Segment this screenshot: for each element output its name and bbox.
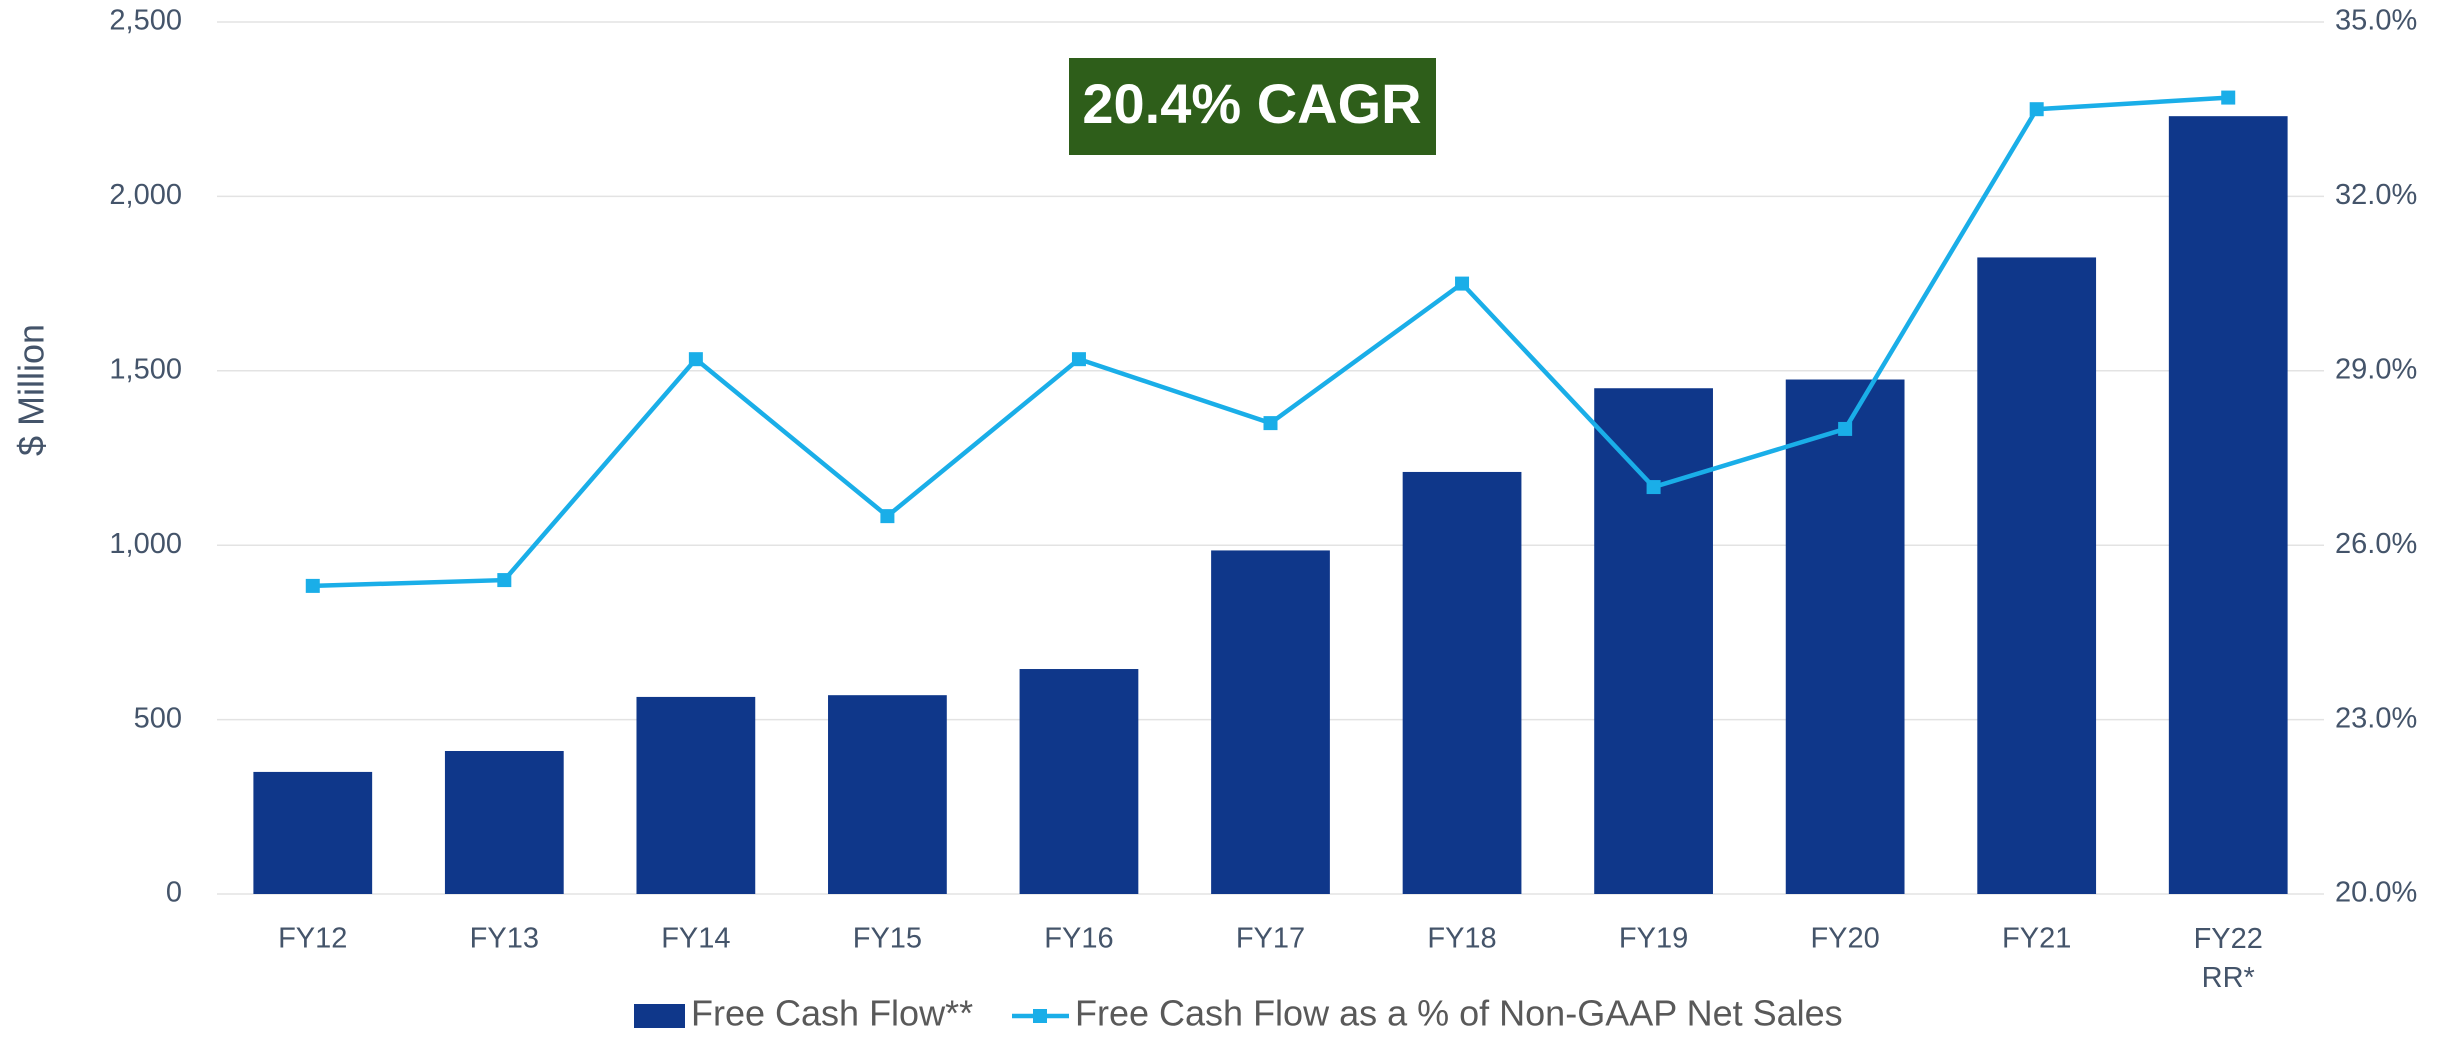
y2-tick-label: 26.0%: [2335, 528, 2417, 560]
x-tick-label: FY16: [1044, 923, 1113, 955]
legend-label: Free Cash Flow**: [691, 993, 973, 1034]
line-marker: [688, 352, 703, 367]
line-marker: [1071, 352, 1086, 367]
line-marker: [1646, 480, 1661, 495]
bar: [1211, 550, 1330, 894]
bar: [2168, 116, 2288, 894]
line-marker: [1838, 421, 1853, 436]
y2-tick-label: 29.0%: [2335, 353, 2417, 385]
x-tick-label: FY21: [2002, 923, 2071, 955]
x-tick-label: FY13: [470, 923, 539, 955]
line-marker: [305, 578, 320, 593]
annotation: 20.4% CAGR: [1082, 72, 1421, 135]
bar: [444, 750, 564, 894]
legend-label: Free Cash Flow as a % of Non-GAAP Net Sa…: [1075, 993, 1843, 1034]
x-tick-label: FY18: [1427, 923, 1496, 955]
bar: [1019, 669, 1139, 894]
legend-marker: [1033, 1009, 1047, 1023]
line-marker: [1455, 276, 1470, 291]
y2-tick-label: 35.0%: [2335, 5, 2417, 37]
bar: [1785, 379, 1905, 894]
bar: [1594, 388, 1713, 894]
bar: [636, 696, 756, 894]
line-marker: [1263, 416, 1278, 431]
x-tick-label: FY22 RR*: [2194, 923, 2263, 994]
line-marker: [497, 573, 512, 588]
bar: [1977, 257, 2097, 894]
x-tick-label: FY17: [1236, 923, 1305, 955]
x-tick-label: FY15: [853, 923, 922, 955]
x-tick-label: FY12: [278, 923, 347, 955]
y2-tick-label: 32.0%: [2335, 179, 2417, 211]
y-tick-label: 500: [134, 702, 182, 734]
bar: [253, 771, 373, 894]
line-marker: [880, 509, 895, 524]
y-tick-label: 2,000: [109, 179, 182, 211]
y2-tick-label: 23.0%: [2335, 702, 2417, 734]
y-tick-label: 0: [166, 877, 182, 909]
line-marker: [2029, 102, 2044, 117]
legend-swatch: [634, 1004, 685, 1028]
bar: [1402, 471, 1522, 894]
y-tick-label: 2,500: [109, 5, 182, 37]
annotation-box: [1069, 58, 1436, 155]
y2-tick-label: 20.0%: [2335, 877, 2417, 909]
x-tick-label: FY19: [1619, 923, 1688, 955]
y-tick-label: 1,500: [109, 353, 182, 385]
y-axis-title: $ Million: [11, 324, 52, 456]
bar: [828, 695, 947, 894]
line-marker: [2221, 90, 2236, 105]
line: [312, 95, 2229, 589]
y-tick-label: 1,000: [109, 528, 182, 560]
x-tick-label: FY20: [1810, 923, 1879, 955]
x-tick-label: FY14: [661, 923, 730, 955]
